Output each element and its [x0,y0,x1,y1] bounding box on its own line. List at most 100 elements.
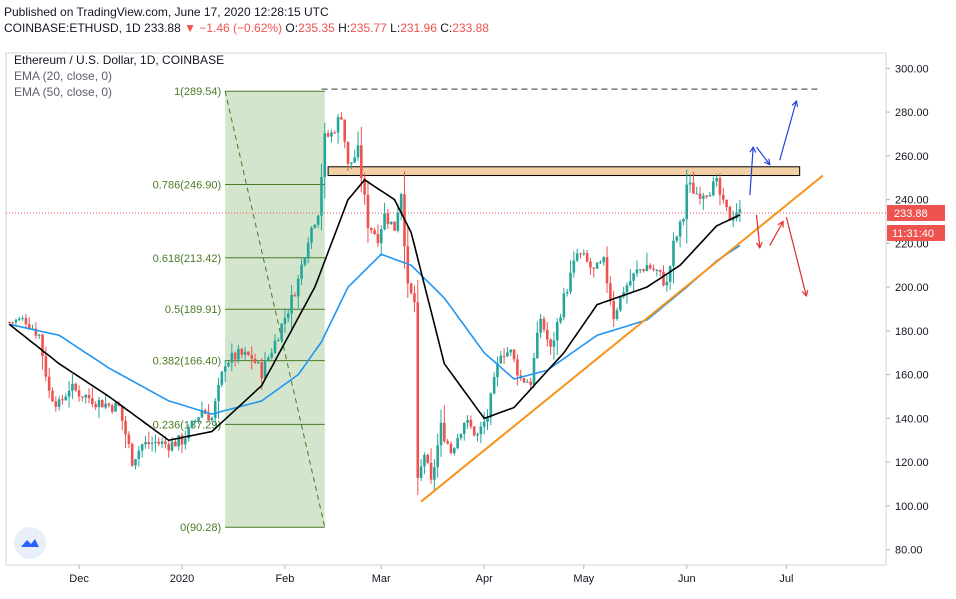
candle-body [177,435,180,447]
candle-body [379,229,383,244]
candle-body [439,422,443,446]
candle-body [436,445,439,468]
candle-body [555,321,559,341]
ema50-line [9,244,741,415]
candle-body [702,195,705,199]
candle-body [635,269,639,274]
candle-body [399,194,403,214]
last-price-badge [887,204,945,221]
candle-body [37,334,41,336]
candle-body [506,352,509,357]
candle-body [280,323,283,341]
candle-body [17,318,21,321]
candle-body [41,334,44,357]
candle-body [313,224,317,228]
open-value: 235.35 [298,21,335,35]
candle-body [725,199,728,208]
candle-body [562,293,566,318]
candle-body [77,390,81,397]
candle-body [316,215,320,225]
candle-body [84,394,87,398]
ascending-trendline [420,174,824,503]
candle-body [708,195,712,197]
candle-body [217,384,220,402]
candle-body [34,328,38,336]
candle-body [51,390,54,402]
candle-body [492,377,496,394]
candle-body [104,403,107,408]
candle-body [97,399,101,408]
y-tick-label: 240.00 [895,195,929,207]
candle-body [213,401,217,418]
candle-body [486,417,489,422]
candle-body [67,390,71,397]
ohlc-line: COINBASE:ETHUSD, 1D 233.88 ▼ −1.46 (−0.6… [4,20,489,36]
candle-body [87,394,91,399]
candle-body [466,419,469,423]
close-value: 233.88 [452,21,489,35]
candle-body [456,438,459,449]
candle-body [472,426,476,436]
candle-body [164,441,167,445]
bullish-arrow-head [791,99,799,108]
candle-body [545,329,549,340]
candle-body [738,208,742,213]
candle-body [130,443,134,466]
candle-body [326,133,330,137]
candle-body [429,462,433,480]
candle-body [695,193,699,195]
candle-body [602,257,606,263]
candle-body [539,318,542,333]
candle-body [383,213,386,230]
candle-body [469,419,473,427]
change-value: −1.46 (−0.62%) [199,21,283,35]
y-tick-label: 220.00 [895,238,929,250]
countdown-badge [887,224,945,241]
candle-body [652,268,655,270]
candle-body [360,145,363,179]
candle-body [529,381,532,385]
candle-body [715,177,718,182]
candle-body [101,399,104,408]
candle-body [180,435,184,445]
candle-body [718,177,722,195]
candle-body [14,320,18,323]
candle-body [193,420,197,422]
candle-body [114,402,117,412]
candle-body [582,253,586,255]
countdown-badge-text: 11:31:40 [892,228,934,240]
fib-trend-line [224,91,326,528]
candle-body [350,162,353,164]
legend-ema50: EMA (50, close, 0) [14,85,113,99]
candle-body [277,340,280,342]
candle-body [685,184,689,220]
bearish-arrow-head [777,220,784,228]
x-tick-label: 2020 [170,573,194,585]
candle-body [698,193,702,199]
candle-body [187,427,190,439]
candle-body [160,441,164,444]
bearish-arrow [755,214,761,248]
candle-body [74,383,78,391]
fib-level-label: 0.382(166.40) [153,356,222,368]
candle-body [575,253,579,261]
plot-area[interactable] [5,52,887,566]
legend-ema20: EMA (20, close, 0) [14,69,113,83]
x-tick-label: Jul [779,573,793,585]
candle-body [675,236,679,241]
candle-body [572,260,576,273]
candle-body [526,381,529,383]
candle-body [134,458,137,466]
candle-body [61,399,64,401]
candle-body [330,132,333,137]
x-tick-label: May [573,573,594,585]
candle-body [619,296,622,311]
candle-body [356,145,360,158]
candle-body [369,227,373,231]
candle-body [549,339,552,347]
candle-body [157,441,161,444]
candle-body [210,417,214,421]
candle-body [44,356,48,377]
candle-body [207,413,210,421]
